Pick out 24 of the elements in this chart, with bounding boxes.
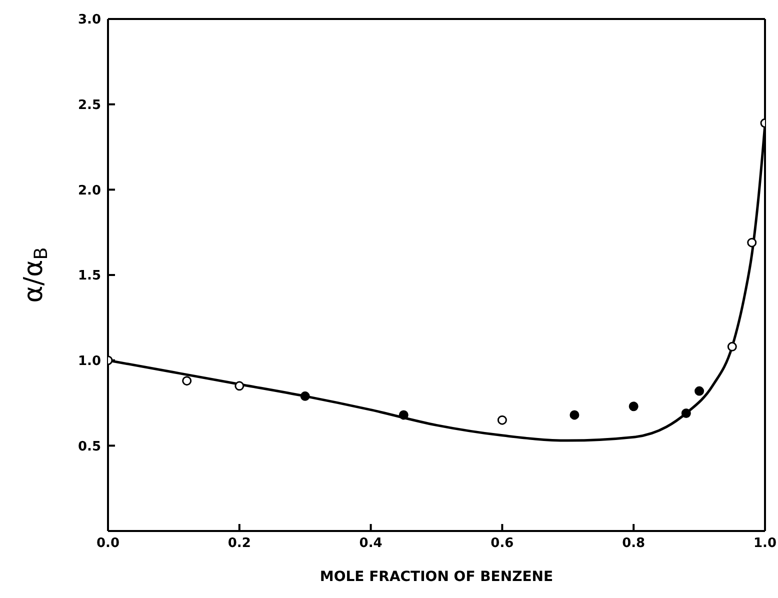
point [570, 410, 580, 420]
x-axis-title: MOLE FRACTION OF BENZENE [320, 569, 554, 585]
x-tick-label: 1.0 [753, 536, 777, 552]
x-tick-label: 0.6 [490, 536, 514, 552]
point [398, 410, 408, 420]
point [234, 381, 244, 391]
y-tick-label: 3.0 [78, 12, 101, 28]
point [747, 238, 757, 248]
y-tick-label: 0.5 [78, 439, 101, 454]
x-tick-label: 0.4 [359, 536, 382, 552]
x-tick-label: 0.0 [96, 536, 120, 552]
y-tick-label: 2.0 [78, 183, 101, 198]
y-tick-label: 2.5 [78, 98, 101, 113]
point [681, 408, 691, 418]
point [300, 391, 310, 401]
y-tick-label: 1.0 [78, 354, 101, 369]
point [497, 415, 507, 425]
point [628, 402, 638, 412]
point [727, 342, 737, 352]
x-tick-label: 0.8 [622, 536, 646, 552]
y-tick-label: 1.5 [78, 268, 101, 284]
x-tick-label: 0.2 [228, 536, 251, 552]
point [182, 376, 192, 386]
point [694, 386, 704, 396]
